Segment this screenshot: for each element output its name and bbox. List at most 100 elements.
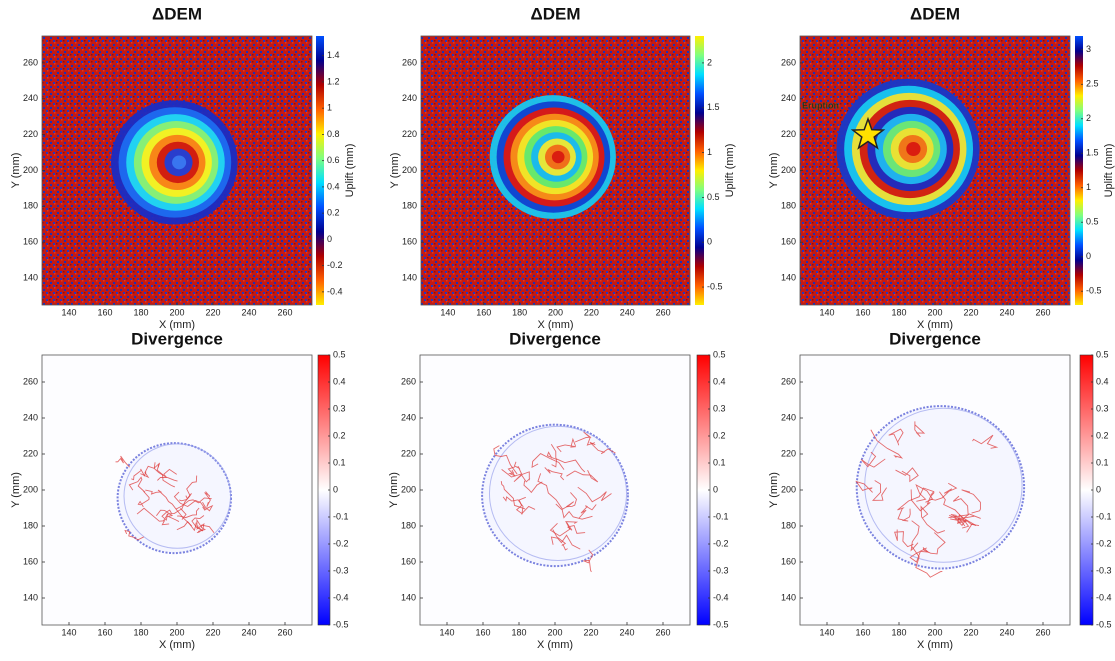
colorbar-tick-label: 0 (707, 237, 712, 247)
y-tick-label: 260 (781, 376, 796, 386)
colorbar-tick-label: -0.5 (333, 619, 349, 629)
x-tick-label: 140 (819, 627, 834, 637)
crack (972, 434, 999, 449)
crack (500, 481, 526, 510)
y-tick-label: 240 (401, 412, 416, 422)
y-tick-label: 220 (401, 448, 416, 458)
crack (910, 520, 920, 552)
y-axis-label: Y (mm) (10, 153, 22, 189)
uplift-ring (551, 150, 565, 164)
heatmap-field (42, 36, 312, 305)
colorbar-tick-label: 1.4 (327, 50, 340, 60)
x-tick-label: 220 (584, 307, 599, 317)
crack (566, 492, 577, 508)
x-tick-label: 260 (1035, 307, 1050, 317)
heatmap-field (800, 36, 1070, 305)
crack (911, 546, 943, 578)
y-tick-label: 160 (781, 556, 796, 566)
y-tick-label: 200 (23, 484, 38, 494)
crack (566, 470, 599, 483)
x-tick-label: 240 (241, 627, 256, 637)
crack (161, 509, 172, 521)
dome-outline (123, 443, 232, 549)
crack (915, 484, 934, 503)
colorbar-tick-label: 0 (1086, 251, 1091, 261)
x-tick-label: 200 (169, 307, 184, 317)
eruption-star (850, 116, 886, 150)
colorbar-tick-label: -0.5 (707, 281, 723, 291)
crack (909, 547, 930, 563)
crack (897, 487, 935, 511)
crack (897, 507, 911, 522)
y-tick-label: 160 (401, 556, 416, 566)
crack (198, 524, 215, 534)
x-tick-label: 220 (205, 307, 220, 317)
colorbar-tick-label: -0.3 (333, 565, 349, 575)
colorbar-tick-label: -0.2 (713, 538, 729, 548)
x-axis-label: X (mm) (537, 319, 573, 331)
panel-title: ΔDEM (152, 4, 202, 23)
crack (550, 534, 581, 550)
crack (507, 466, 516, 477)
heatmap-field (800, 355, 1070, 625)
colorbar-tick-label: 0.1 (1096, 457, 1109, 467)
crack (556, 437, 576, 453)
x-tick-label: 260 (656, 307, 671, 317)
crack (175, 497, 212, 510)
x-tick-label: 260 (277, 307, 292, 317)
x-tick-label: 180 (512, 307, 527, 317)
crack (502, 496, 524, 515)
colorbar-tick-label: 1 (327, 103, 332, 113)
y-tick-label: 200 (781, 165, 796, 175)
colorbar-tick-label: 1 (707, 147, 712, 157)
panel-title: ΔDEM (910, 4, 960, 23)
x-tick-label: 220 (205, 627, 220, 637)
colorbar-tick-label: 0.1 (333, 457, 346, 467)
crack (493, 445, 518, 475)
colorbar-tick-label: 0.2 (333, 430, 346, 440)
y-tick-label: 140 (781, 272, 796, 282)
panel-title: ΔDEM (531, 4, 581, 23)
y-tick-label: 200 (781, 484, 796, 494)
uplift-ring (172, 155, 187, 170)
x-tick-label: 140 (439, 627, 454, 637)
y-tick-label: 240 (402, 93, 417, 103)
x-tick-label: 160 (475, 627, 490, 637)
y-tick-label: 180 (402, 201, 417, 211)
colorbar (695, 36, 704, 305)
y-tick-label: 140 (402, 272, 417, 282)
x-tick-label: 180 (891, 307, 906, 317)
x-tick-label: 160 (855, 307, 870, 317)
colorbar-tick-label: 0.8 (327, 129, 340, 139)
colorbar-tick-label: -0.2 (327, 260, 343, 270)
heatmap-field (42, 355, 312, 625)
x-axis-label: X (mm) (159, 639, 195, 651)
crack (531, 453, 565, 470)
colorbar-tick-label: -0.4 (327, 286, 343, 296)
colorbar-tick-label: 0.4 (333, 376, 346, 386)
x-tick-label: 240 (999, 627, 1014, 637)
uplift-ring (906, 141, 921, 156)
colorbar-tick-label: 0 (1096, 484, 1101, 494)
crack (173, 491, 206, 510)
crack (544, 467, 565, 481)
x-tick-label: 140 (61, 307, 76, 317)
y-axis-label: Y (mm) (388, 472, 400, 508)
x-tick-label: 260 (655, 627, 670, 637)
colorbar (1075, 36, 1083, 305)
x-tick-label: 220 (963, 307, 978, 317)
colorbar-tick-label: 1 (1086, 182, 1091, 192)
crack (145, 489, 167, 499)
x-tick-label: 140 (61, 627, 76, 637)
colorbar-tick-label: 0.5 (1096, 349, 1109, 359)
crack (939, 491, 970, 529)
colorbar-label: Uplift (mm) (724, 144, 736, 198)
x-tick-label: 200 (927, 627, 942, 637)
crack (552, 529, 568, 551)
y-tick-label: 140 (23, 272, 38, 282)
colorbar-label: Uplift (mm) (344, 144, 356, 198)
colorbar-tick-label: -0.5 (1096, 619, 1112, 629)
crack (589, 441, 616, 455)
crack (574, 431, 596, 446)
